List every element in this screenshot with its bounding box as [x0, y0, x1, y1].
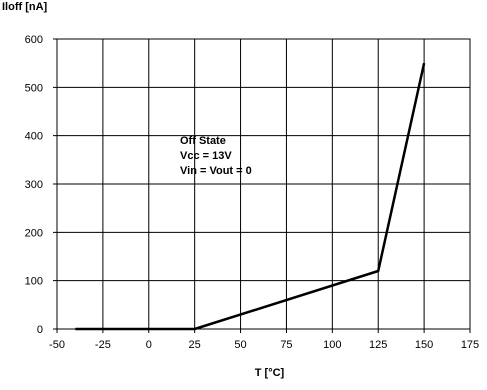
y-axis-label: Iloff [nA]	[2, 1, 48, 13]
x-axis-label: T [°C]	[254, 367, 285, 379]
annotation-box: Off State Vcc = 13V Vin = Vout = 0	[180, 134, 252, 179]
y-tick-label: 300	[25, 179, 43, 191]
annotation-line-3: Vin = Vout = 0	[180, 165, 252, 177]
x-tick-label: 0	[146, 339, 152, 351]
y-tick-label: 200	[25, 227, 43, 239]
x-tick-label: 175	[461, 339, 479, 351]
x-tick-label: 100	[323, 339, 341, 351]
x-tick-label: -25	[95, 339, 111, 351]
tick-labels: -50 -25 0 25 50 75 100 125 150 175 0 100 200 300 400 50…	[25, 34, 480, 351]
series-line	[75, 62, 426, 331]
y-tick-label: 100	[25, 276, 43, 288]
x-tick-label: 50	[234, 339, 246, 351]
y-tick-label: 600	[25, 34, 43, 46]
annotation-line-2: Vcc = 13V	[180, 150, 232, 162]
x-tick-label: -50	[49, 339, 65, 351]
x-tick-label: 125	[369, 339, 387, 351]
x-tick-label: 25	[189, 339, 201, 351]
grid	[53, 38, 471, 333]
x-tick-label: 150	[415, 339, 433, 351]
x-tick-label: 75	[280, 339, 292, 351]
y-tick-label: 0	[37, 324, 43, 336]
annotation-line-1: Off State	[180, 135, 226, 147]
y-tick-label: 500	[25, 82, 43, 94]
series-lines	[75, 62, 426, 331]
y-tick-label: 400	[25, 131, 43, 143]
